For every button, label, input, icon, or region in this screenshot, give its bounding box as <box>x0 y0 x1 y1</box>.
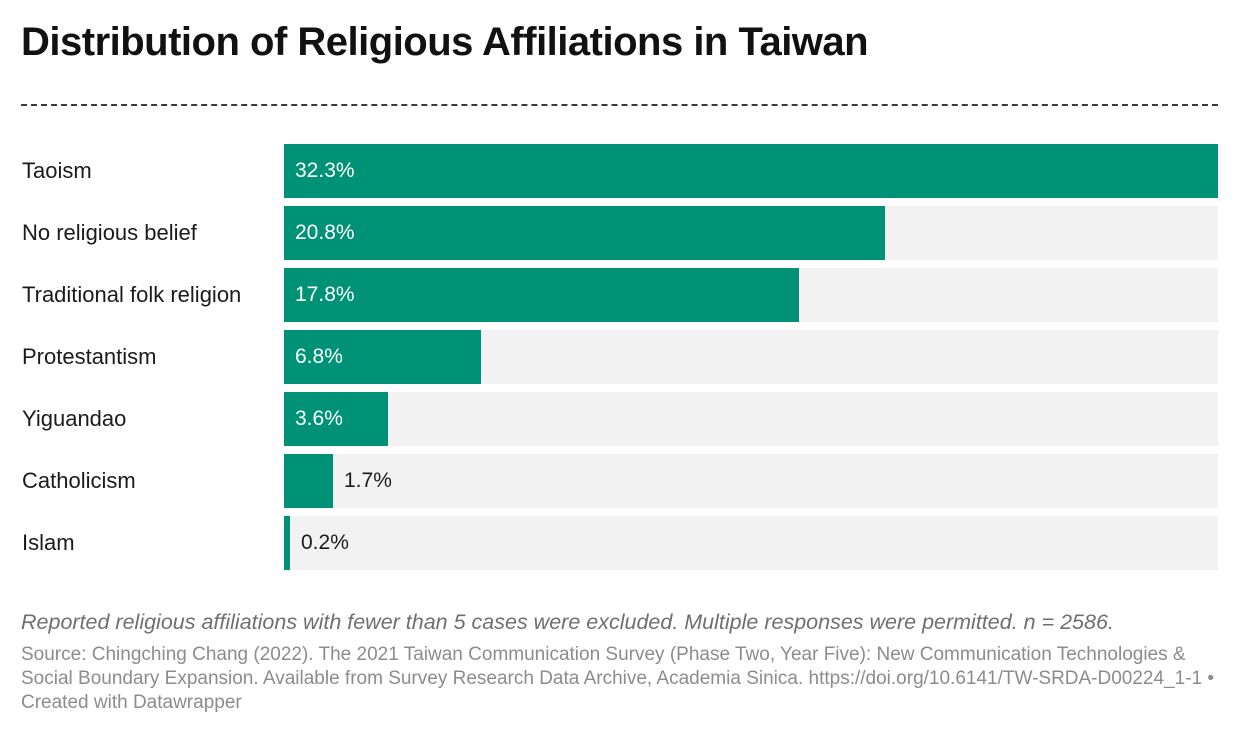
category-label: Islam <box>22 530 75 555</box>
dashed-divider <box>21 104 1218 106</box>
bar-row: No religious belief 20.8% <box>0 206 1240 260</box>
bar-row: Islam 0.2% <box>0 516 1240 570</box>
category-label: Catholicism <box>22 468 136 493</box>
chart-notes: Reported religious affiliations with few… <box>21 610 1231 715</box>
bar-track: 3.6% <box>284 392 1218 446</box>
value-label: 3.6% <box>295 407 343 430</box>
bar-track: 1.7% <box>284 454 1218 508</box>
category-label: Protestantism <box>22 344 157 369</box>
value-label: 1.7% <box>344 469 392 492</box>
value-label: 17.8% <box>295 283 355 306</box>
bar <box>284 268 799 322</box>
category-label: Taoism <box>22 158 92 183</box>
bar-chart: Taoism 32.3% No religious belief 20.8% Tradi… <box>0 144 1240 574</box>
category-label: No religious belief <box>22 220 197 245</box>
bar <box>284 330 481 384</box>
bar <box>284 144 1218 198</box>
category-label: Traditional folk religion <box>22 282 242 307</box>
category-label: Yiguandao <box>22 406 127 431</box>
bar-track: 0.2% <box>284 516 1218 570</box>
bar <box>284 392 388 446</box>
bar-row: Traditional folk religion 17.8% <box>0 268 1240 322</box>
bar <box>284 454 333 508</box>
bar-row: Yiguandao 3.6% <box>0 392 1240 446</box>
value-label: 6.8% <box>295 345 343 368</box>
bar-track: 32.3% <box>284 144 1218 198</box>
value-label: 20.8% <box>295 221 355 244</box>
bar-row: Protestantism 6.8% <box>0 330 1240 384</box>
value-label: 0.2% <box>301 531 349 554</box>
bar <box>284 206 885 260</box>
bar-track: 17.8% <box>284 268 1218 322</box>
source-credit: Source: Chingching Chang (2022). The 202… <box>21 644 1215 713</box>
bar <box>284 516 290 570</box>
bar-track: 20.8% <box>284 206 1218 260</box>
bar-track: 6.8% <box>284 330 1218 384</box>
bar-row: Catholicism 1.7% <box>0 454 1240 508</box>
bar-row: Taoism 32.3% <box>0 144 1240 198</box>
value-label: 32.3% <box>295 159 355 182</box>
chart-note: Reported religious affiliations with few… <box>21 610 1114 634</box>
chart-title: Distribution of Religious Affiliations i… <box>21 20 869 64</box>
